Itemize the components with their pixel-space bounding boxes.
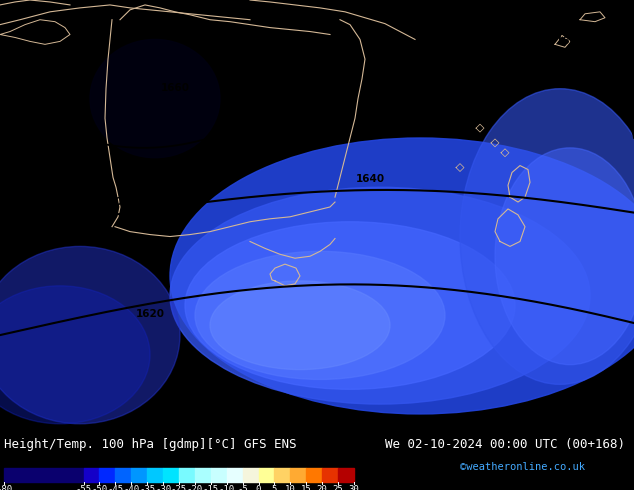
- Ellipse shape: [170, 187, 590, 404]
- Ellipse shape: [170, 138, 634, 414]
- Bar: [243, 468, 259, 482]
- Ellipse shape: [460, 89, 634, 384]
- Bar: [338, 468, 354, 482]
- Bar: [147, 468, 163, 482]
- Bar: [290, 468, 306, 482]
- Text: -40: -40: [123, 485, 139, 490]
- Bar: [84, 468, 100, 482]
- Ellipse shape: [0, 246, 180, 424]
- Text: -35: -35: [139, 485, 155, 490]
- Bar: [179, 468, 195, 482]
- Bar: [227, 468, 243, 482]
- Text: 1660: 1660: [555, 36, 585, 47]
- Ellipse shape: [195, 251, 445, 379]
- Text: 30: 30: [349, 485, 359, 490]
- Text: -10: -10: [219, 485, 235, 490]
- Ellipse shape: [90, 39, 220, 158]
- Text: 1620: 1620: [136, 309, 164, 319]
- Bar: [131, 468, 147, 482]
- Text: 1640: 1640: [356, 174, 385, 184]
- Text: 1660: 1660: [160, 83, 190, 93]
- Text: ©weatheronline.co.uk: ©weatheronline.co.uk: [460, 462, 585, 472]
- Text: -5: -5: [237, 485, 248, 490]
- Text: -45: -45: [107, 485, 124, 490]
- Text: 5: 5: [272, 485, 277, 490]
- Ellipse shape: [0, 286, 150, 424]
- Bar: [322, 468, 338, 482]
- Bar: [211, 468, 227, 482]
- Bar: [163, 468, 179, 482]
- Bar: [259, 468, 275, 482]
- Text: 20: 20: [317, 485, 328, 490]
- Text: -55: -55: [75, 485, 91, 490]
- Text: -15: -15: [203, 485, 219, 490]
- Bar: [100, 468, 115, 482]
- Text: We 02-10-2024 00:00 UTC (00+168): We 02-10-2024 00:00 UTC (00+168): [385, 438, 625, 451]
- Text: -25: -25: [171, 485, 187, 490]
- Text: 15: 15: [301, 485, 312, 490]
- Text: 1660: 1660: [406, 71, 434, 81]
- Bar: [4, 468, 84, 482]
- Bar: [115, 468, 131, 482]
- Text: -50: -50: [91, 485, 108, 490]
- Text: 25: 25: [333, 485, 344, 490]
- Text: Height/Temp. 100 hPa [gdmp][°C] GFS ENS: Height/Temp. 100 hPa [gdmp][°C] GFS ENS: [4, 438, 297, 451]
- Text: -20: -20: [187, 485, 203, 490]
- Text: 1640: 1640: [93, 197, 122, 207]
- Ellipse shape: [495, 148, 634, 365]
- Bar: [306, 468, 322, 482]
- Ellipse shape: [210, 281, 390, 369]
- Ellipse shape: [185, 222, 515, 389]
- Text: 0: 0: [256, 485, 261, 490]
- Text: -80: -80: [0, 485, 12, 490]
- Bar: [195, 468, 211, 482]
- Text: 10: 10: [285, 485, 295, 490]
- Bar: [275, 468, 290, 482]
- Text: -30: -30: [155, 485, 171, 490]
